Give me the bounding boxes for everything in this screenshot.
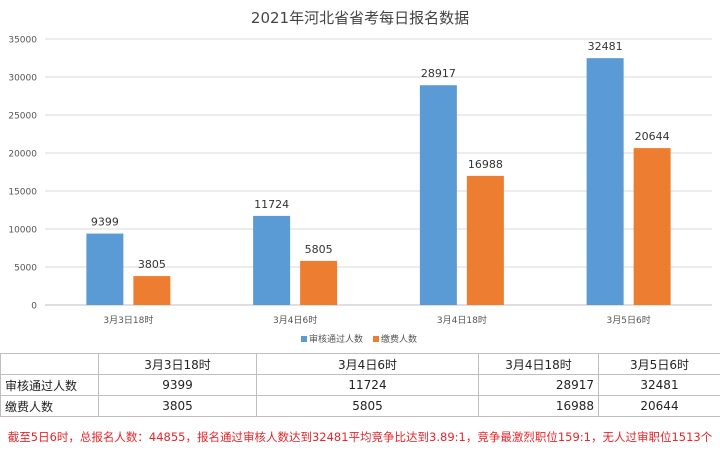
table-header-row: 3月3日18时 3月4日6时 3月4日18时 3月5日6时 [0,353,720,375]
y-tick-label: 35000 [8,36,37,46]
data-label: 32481 [588,40,623,53]
table-cell: 16988 [478,395,599,417]
data-table: 3月3日18时 3月4日6时 3月4日18时 3月5日6时 审核通过人数 939… [0,353,720,417]
y-axis-ticks: 0 5000 10000 15000 20000 25000 30000 35000 [8,36,37,312]
row-label: 缴费人数 [0,395,99,417]
legend-label: 缴费人数 [381,333,417,345]
table-cell: 11724 [256,374,479,396]
row-label: 审核通过人数 [0,374,99,396]
x-tick-label: 3月4日18时 [437,314,487,326]
table-header-cell: 3月4日18时 [478,353,599,375]
gridlines [45,38,712,306]
bars: 9399 3805 11724 5805 28917 16988 32481 20644 [86,40,671,305]
legend-swatch [373,336,379,342]
summary-note: 截至5日6时，总报名人数：44855，报名通过审核人数达到32481平均竞争比达… [7,430,713,444]
table-cell: 9399 [98,374,257,396]
table-row: 缴费人数 3805 5805 16988 20644 [0,395,720,417]
y-tick-label: 25000 [8,112,37,122]
table-cell: 3805 [98,395,257,417]
bar [633,148,671,305]
y-tick-label: 30000 [8,74,37,84]
table-cell: 32481 [598,374,720,396]
bar [586,58,624,305]
bar [86,233,124,305]
table-header-cell: 3月5日6时 [598,353,720,375]
legend-label: 审核通过人数 [309,333,363,345]
x-tick-label: 3月5日6时 [607,314,651,326]
data-label: 20644 [635,130,670,143]
table-header-cell [0,353,99,375]
table-cell: 5805 [256,395,479,417]
legend-swatch [301,336,307,342]
table-cell: 20644 [598,395,720,417]
x-axis-ticks: 3月3日18时 3月4日6时 3月4日18时 3月5日6时 [103,314,650,326]
bar [133,276,171,305]
bar [419,85,457,305]
data-label: 5805 [305,243,333,256]
data-label: 16988 [468,158,503,171]
legend: 审核通过人数 缴费人数 [301,333,417,345]
bar-chart: 2021年河北省省考每日报名数据 0 5000 10000 15000 20000 250… [8,9,712,345]
y-tick-label: 20000 [8,150,37,160]
table-header-cell: 3月3日18时 [98,353,257,375]
y-tick-label: 10000 [8,226,37,236]
data-label: 11724 [254,198,289,211]
x-tick-label: 3月3日18时 [103,314,153,326]
chart-title: 2021年河北省省考每日报名数据 [251,9,469,27]
y-tick-label: 15000 [8,188,37,198]
y-tick-label: 0 [31,302,37,312]
y-tick-label: 5000 [14,264,37,274]
bar [300,260,338,305]
data-label: 28917 [421,67,456,80]
x-tick-label: 3月4日6时 [273,314,317,326]
table-header-cell: 3月4日6时 [256,353,479,375]
data-label: 3805 [138,258,166,271]
data-label: 9399 [91,216,119,229]
bar [253,215,291,305]
table-row: 审核通过人数 9399 11724 28917 32481 [0,374,720,396]
table-cell: 28917 [478,374,599,396]
bar [466,175,504,305]
